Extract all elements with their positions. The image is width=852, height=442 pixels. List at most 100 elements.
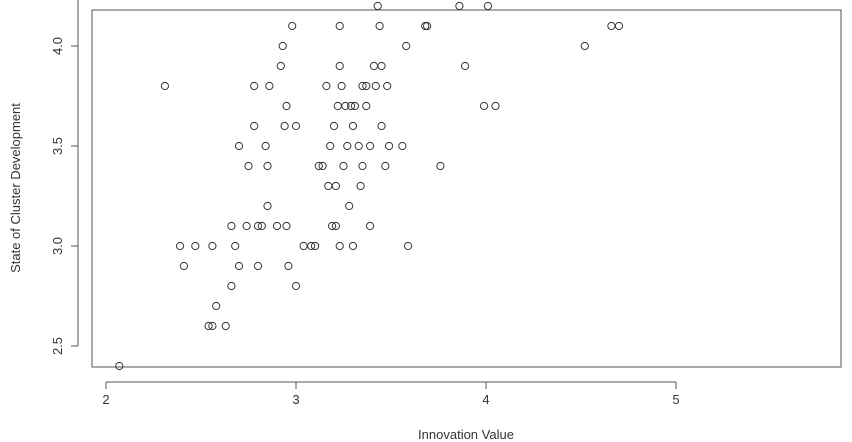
data-point (402, 41, 411, 51)
data-point (366, 221, 375, 231)
data-point (212, 301, 221, 311)
data-point (373, 1, 382, 11)
y-tick-label: 3.0 (50, 237, 65, 255)
data-point (337, 81, 346, 91)
data-point (480, 101, 489, 111)
data-point (335, 61, 344, 71)
data-point (348, 121, 358, 131)
data-point (356, 181, 365, 191)
data-point (276, 61, 285, 71)
data-point (221, 321, 230, 331)
data-point (607, 21, 616, 31)
x-axis: 2 3 4 5 (102, 381, 680, 407)
data-point (455, 1, 464, 11)
data-point (404, 241, 413, 251)
data-point (284, 261, 293, 271)
data-point (227, 281, 236, 291)
data-point (234, 261, 244, 271)
data-point (265, 81, 274, 91)
data-point (343, 141, 352, 151)
data-point (366, 141, 375, 151)
data-point (261, 141, 270, 151)
data-point (491, 101, 500, 111)
data-point (250, 121, 259, 131)
data-point (278, 41, 287, 51)
data-point (282, 101, 291, 111)
data-point (272, 221, 282, 231)
data-point (483, 1, 492, 11)
data-point (335, 21, 344, 31)
data-points (115, 1, 624, 371)
x-tick-label: 5 (672, 392, 679, 407)
data-point (282, 221, 291, 231)
data-point (461, 61, 470, 71)
data-point (179, 261, 188, 271)
y-tick-label: 3.5 (50, 137, 65, 155)
data-point (191, 241, 200, 251)
y-tick-label: 4.0 (50, 37, 65, 55)
data-point (288, 21, 297, 31)
data-point (160, 81, 169, 91)
x-tick-label: 3 (292, 392, 299, 407)
x-tick-label: 2 (102, 392, 109, 407)
data-point (377, 121, 386, 131)
data-point (234, 141, 244, 151)
data-point (381, 161, 390, 171)
data-point (375, 21, 384, 31)
data-point (385, 141, 394, 151)
data-point (326, 141, 335, 151)
y-axis: 2.53.03.54.04.55.05.5 (50, 0, 79, 355)
data-point (331, 181, 340, 191)
data-point (208, 321, 217, 331)
data-point (423, 21, 432, 31)
data-point (204, 321, 213, 331)
data-point (333, 101, 342, 111)
data-point (208, 241, 217, 251)
data-point (350, 101, 359, 111)
data-point (242, 221, 251, 231)
data-point (318, 161, 327, 171)
data-point (358, 161, 367, 171)
data-point (345, 201, 354, 211)
data-point (371, 81, 380, 91)
data-point (580, 41, 589, 51)
data-point (398, 141, 407, 151)
data-point (314, 161, 323, 171)
y-axis-label: State of Cluster Development (8, 103, 23, 273)
x-tick-label: 4 (482, 392, 489, 407)
data-point (369, 61, 378, 71)
data-point (362, 101, 371, 111)
data-point (436, 161, 445, 171)
data-point (354, 141, 363, 151)
data-point (257, 221, 266, 231)
data-point (291, 121, 301, 131)
data-point (324, 181, 333, 191)
data-point (176, 241, 185, 251)
data-point (280, 121, 289, 131)
data-point (115, 361, 124, 371)
data-point (310, 241, 320, 251)
data-point (299, 241, 308, 251)
data-point (614, 21, 624, 31)
data-point (348, 241, 358, 251)
data-point (250, 81, 259, 91)
data-point (347, 101, 356, 111)
data-point (362, 81, 371, 91)
data-point (329, 121, 339, 131)
data-point (244, 161, 253, 171)
data-point (331, 221, 340, 231)
data-point (263, 201, 272, 211)
data-point (339, 161, 348, 171)
data-point (253, 261, 263, 271)
data-point (328, 221, 337, 231)
data-point (307, 241, 316, 251)
data-point (253, 221, 263, 231)
y-tick-label: 2.5 (50, 337, 65, 355)
data-point (263, 161, 272, 171)
x-axis-label: Innovation Value (418, 427, 514, 442)
data-point (358, 81, 367, 91)
data-point (341, 101, 350, 111)
data-point (231, 241, 240, 251)
data-point (227, 221, 236, 231)
